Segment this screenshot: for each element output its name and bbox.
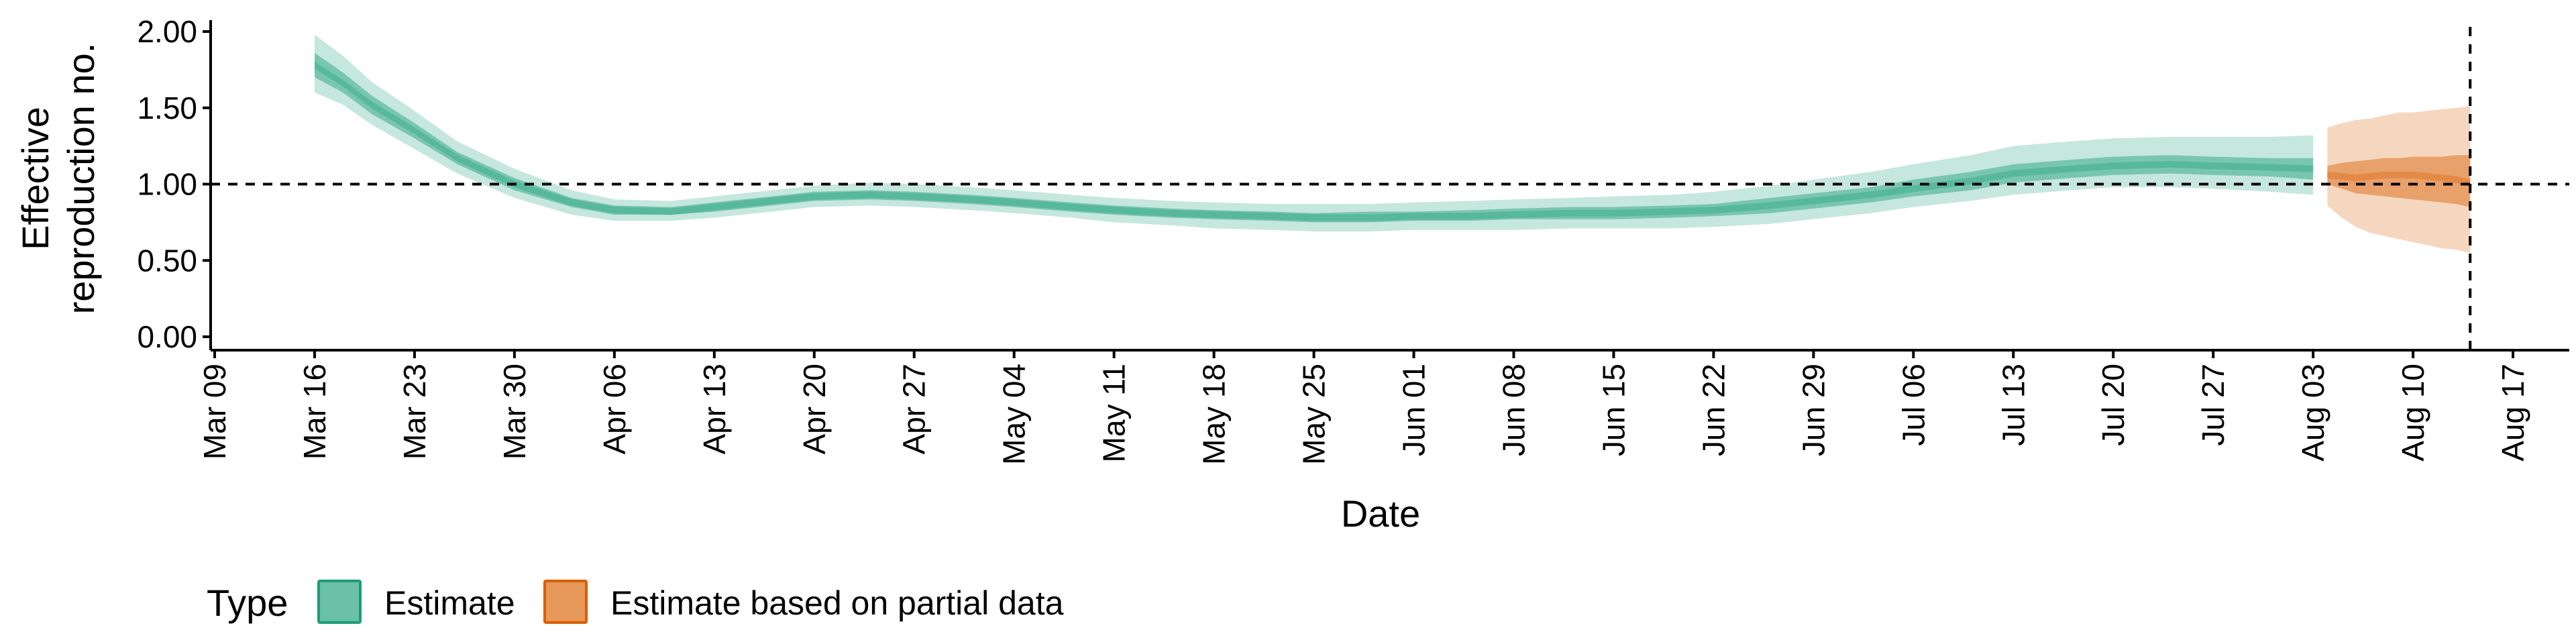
- x-tick-label: Jun 29: [1796, 364, 1831, 456]
- x-tick-label: Aug 17: [2496, 364, 2530, 462]
- y-tick-label: 1.50: [137, 91, 197, 125]
- median-partial: [2327, 171, 2471, 186]
- estimate-bands: [315, 34, 2471, 253]
- median-estimate: [315, 62, 2314, 221]
- band-90-estimate: [315, 34, 2314, 231]
- x-tick-label: May 11: [1097, 364, 1132, 462]
- legend-title: Type: [207, 582, 288, 624]
- x-tick-label: Mar 09: [197, 364, 232, 460]
- y-tick-label: 1.00: [137, 167, 197, 202]
- band-50-partial: [2327, 155, 2471, 207]
- x-tick-label: Apr 13: [697, 364, 732, 455]
- x-tick-label: Mar 30: [497, 364, 532, 460]
- y-axis-title-line2: reproduction no.: [60, 43, 102, 315]
- x-axis: Mar 09 Mar 16 Mar 23 Mar 30 Apr 06 Apr 13 Apr …: [197, 350, 2530, 465]
- x-tick-label: Jul 20: [2096, 364, 2131, 446]
- x-tick-label: Mar 16: [297, 364, 332, 460]
- x-tick-label: May 18: [1197, 364, 1232, 465]
- x-tick-label: Apr 20: [797, 364, 832, 455]
- y-tick-label: 2.00: [137, 14, 197, 49]
- y-axis: 0.00 0.50 1.00 1.50 2.00: [137, 14, 211, 354]
- y-tick-label: 0.50: [137, 243, 197, 278]
- x-tick-label: Aug 03: [2296, 364, 2330, 462]
- band-50-estimate: [315, 52, 2314, 223]
- x-tick-label: Jul 27: [2196, 364, 2231, 446]
- band-90-partial: [2327, 106, 2471, 253]
- y-axis-title-line1: Effective: [14, 107, 56, 250]
- x-tick-label: Jun 01: [1397, 364, 1432, 456]
- x-tick-label: Jul 13: [1996, 364, 2031, 446]
- legend-label-partial: Estimate based on partial data: [610, 584, 1064, 622]
- legend-label-estimate: Estimate: [384, 584, 515, 622]
- x-tick-label: Apr 06: [597, 364, 632, 455]
- x-tick-label: Jun 15: [1596, 364, 1631, 456]
- legend-swatch-estimate: [317, 580, 362, 624]
- x-tick-label: Jun 22: [1696, 364, 1731, 456]
- x-tick-label: Mar 23: [397, 364, 432, 460]
- x-tick-label: May 25: [1297, 364, 1332, 465]
- x-tick-label: Apr 27: [897, 364, 932, 455]
- x-tick-label: May 04: [997, 364, 1032, 465]
- x-tick-label: Aug 10: [2396, 364, 2430, 462]
- x-tick-label: Jun 08: [1496, 364, 1531, 456]
- x-axis-title: Date: [1341, 492, 1420, 535]
- legend-swatch-partial: [543, 580, 588, 624]
- y-tick-label: 0.00: [137, 319, 197, 354]
- legend: Type Estimate Estimate based on partial …: [207, 580, 1064, 624]
- x-tick-label: Jul 06: [1896, 364, 1931, 446]
